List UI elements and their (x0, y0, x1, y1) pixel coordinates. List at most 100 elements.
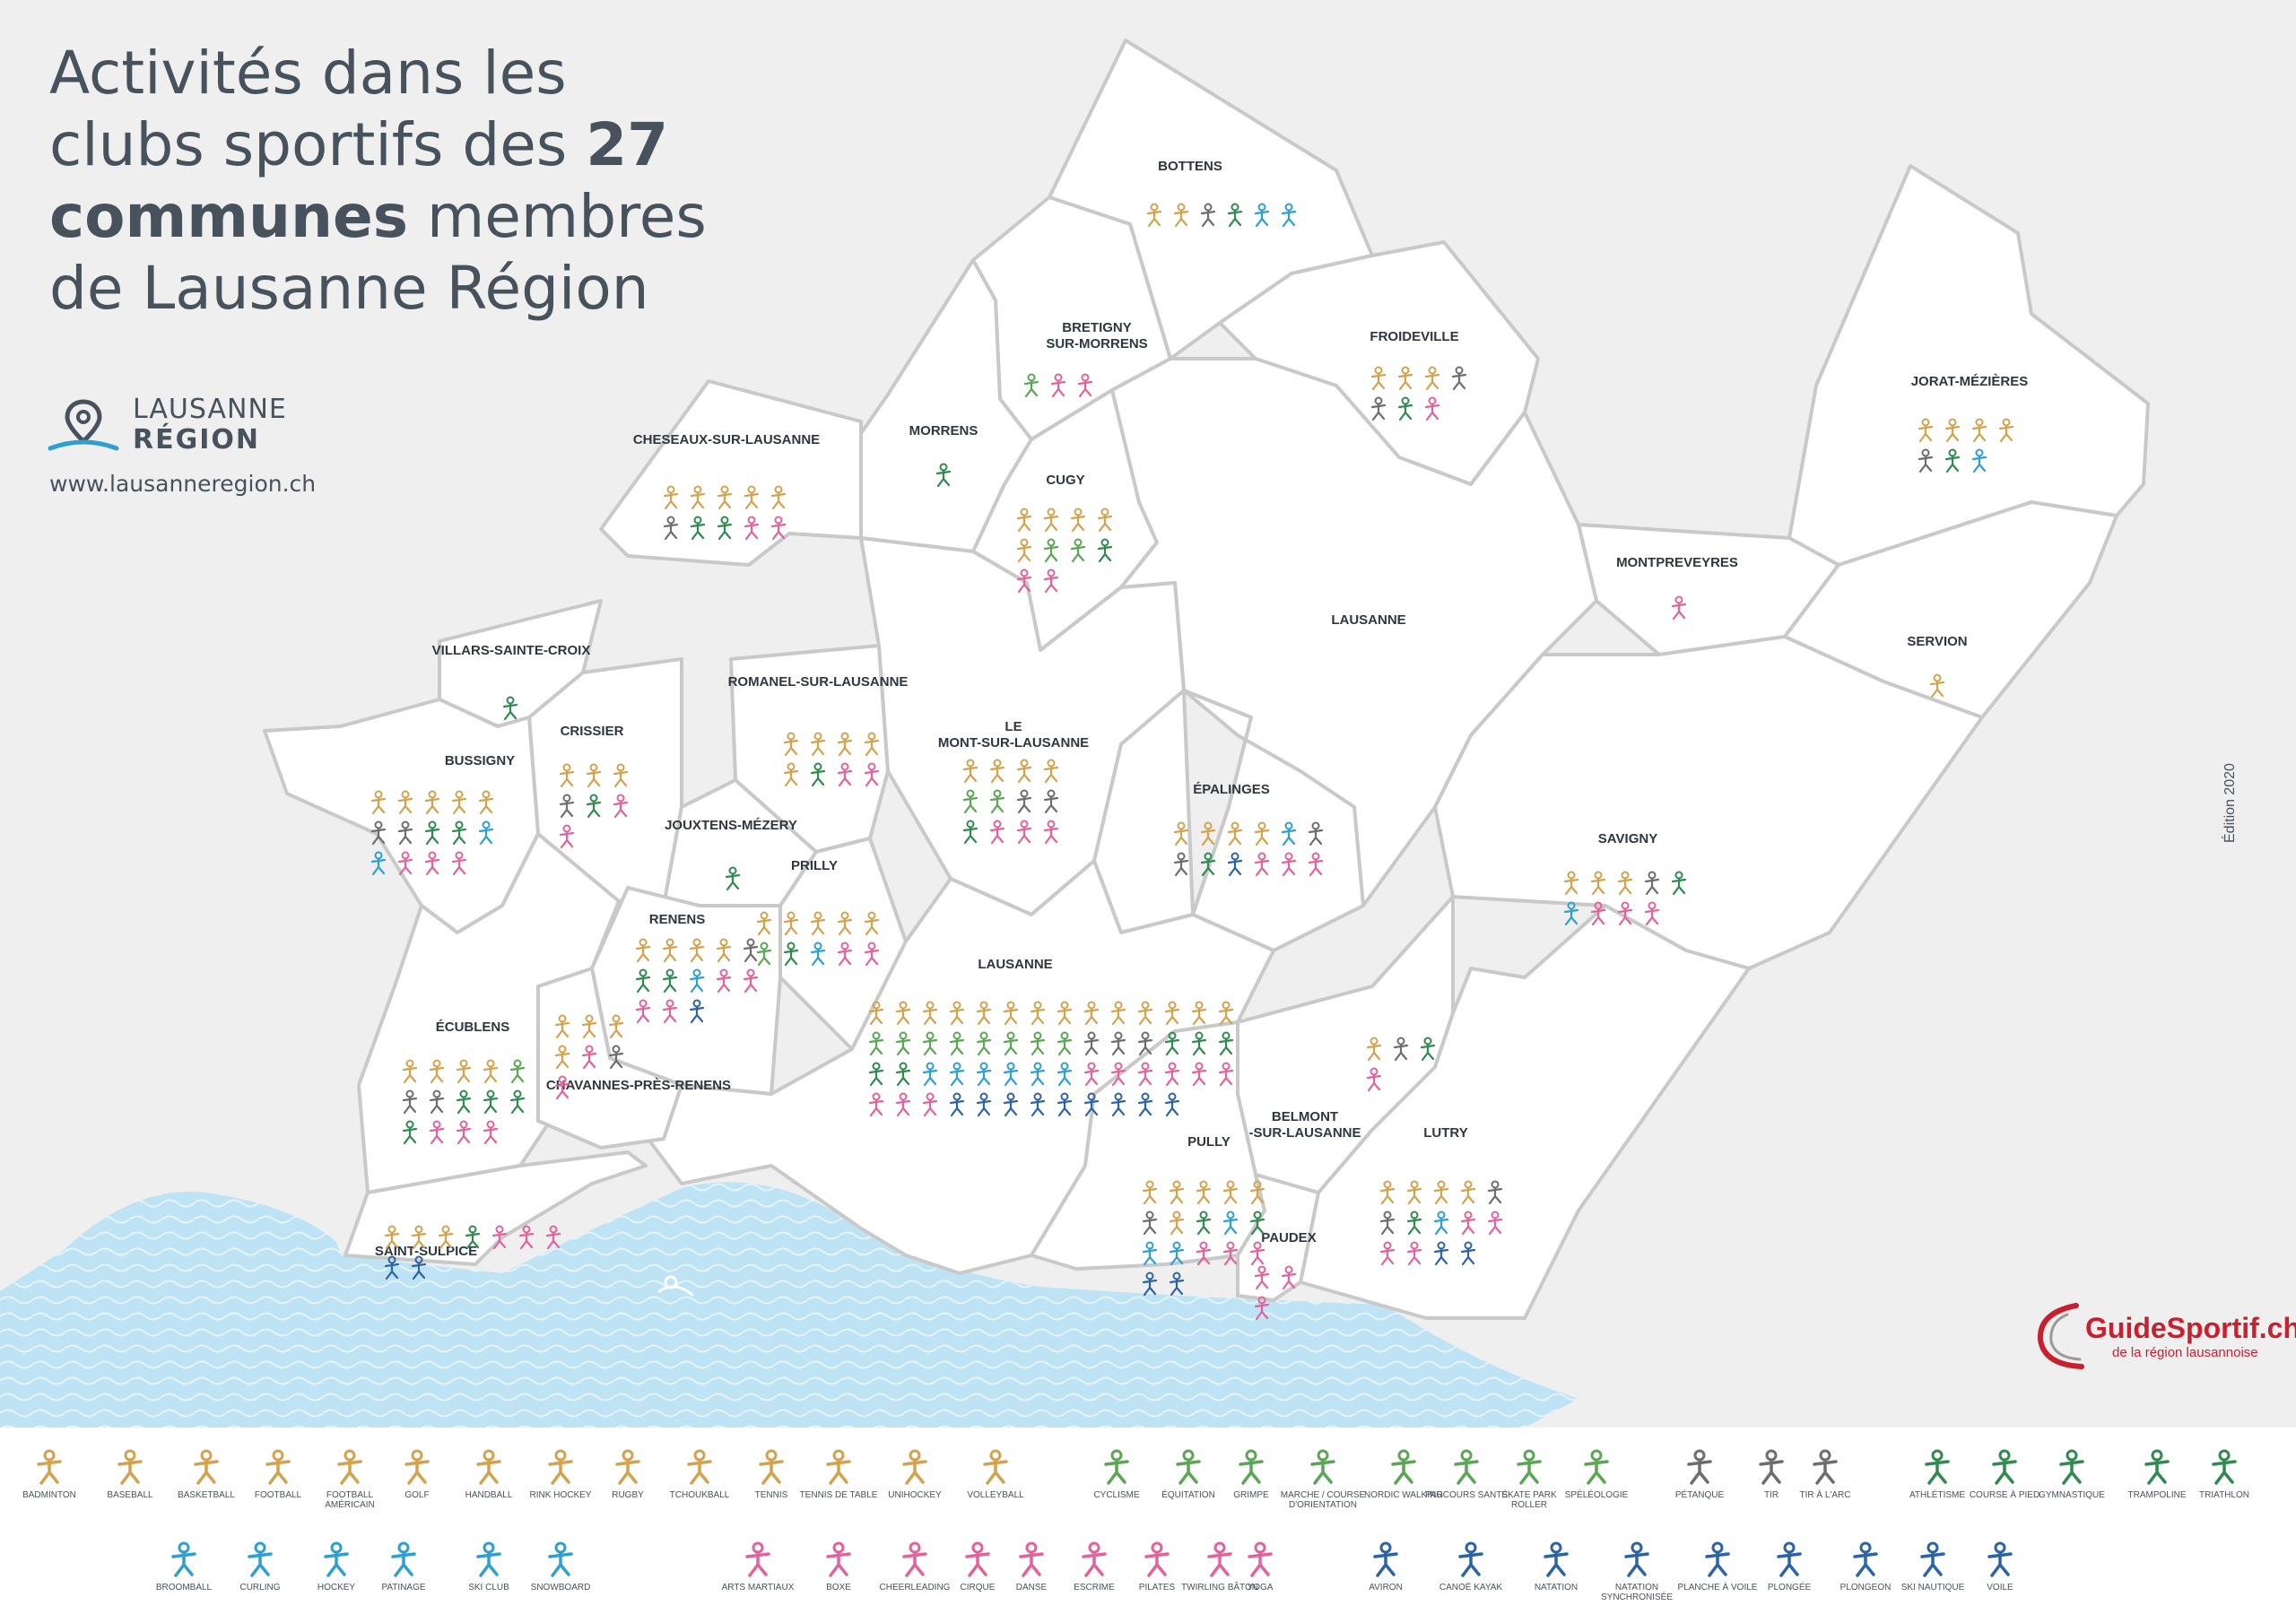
commune-savigny[interactable] (1433, 635, 1984, 970)
tir-icon (429, 1089, 445, 1115)
petanque-icon (402, 1089, 418, 1115)
legend-label: ÉQUITATION (1161, 1490, 1215, 1500)
volleyball-icon (483, 1059, 499, 1084)
gymnastique-icon (935, 463, 952, 488)
golf-icon (1003, 1001, 1019, 1026)
tir-icon (1918, 448, 1934, 473)
rink-hockey-icon (548, 1449, 573, 1485)
legend-label: NATATION (1534, 1583, 1578, 1593)
curling-icon (370, 851, 387, 876)
legend-label: BROOMBALL (155, 1583, 213, 1593)
legend-label: TENNIS (754, 1490, 788, 1500)
commune-jorat-mezieres[interactable] (1787, 164, 2150, 567)
hockey-icon (1281, 821, 1297, 846)
equitation-icon (989, 789, 1005, 814)
cycling-legend-item: CYCLISME (1074, 1447, 1160, 1500)
athletisme-icon (1200, 852, 1216, 877)
water-ski-legend-item: SKI NAUTIQUE (1890, 1540, 1976, 1593)
planche-a-voile-icon (1057, 1092, 1073, 1117)
legend: BADMINTON BASEBALL BASKETBALL FOOTBALL F… (0, 1428, 2296, 1623)
commune-bussigny[interactable] (263, 698, 540, 934)
rugby-icon (837, 732, 853, 757)
broomball-legend-item: BROOMBALL (141, 1540, 227, 1593)
commune-label: CRISSIER (561, 724, 624, 739)
rugby-icon (1249, 1180, 1265, 1205)
unihockey-legend-item: UNIHOCKEY (872, 1447, 958, 1500)
volleyball-icon (1097, 508, 1113, 533)
title-bold-word: communes (49, 182, 409, 251)
volleyball-icon (478, 790, 494, 815)
legend-label: TENNIS DE TABLE (799, 1490, 878, 1500)
snowboard-icon (1281, 203, 1297, 228)
page-title: Activités dans les clubs sportifs des 27… (49, 38, 731, 325)
nordic-walking-icon (976, 1031, 992, 1056)
badminton-icon (1563, 871, 1579, 896)
football-americain-icon (976, 1001, 992, 1026)
petanque-icon (743, 938, 759, 963)
tir-icon (1393, 1037, 1409, 1062)
tir-icon (1379, 1211, 1396, 1236)
plongee-icon (1083, 1092, 1100, 1117)
cyclisme-icon (868, 1031, 884, 1056)
circus-legend-item: CIRQUE (935, 1540, 1021, 1593)
badminton-icon (1918, 418, 1934, 443)
badminton-icon (1370, 366, 1387, 391)
football-icon (1169, 1180, 1185, 1205)
legend-label: BADMINTON (22, 1490, 76, 1500)
gymnastique-icon (725, 866, 741, 891)
commune-label: LAUSANNE (1331, 612, 1405, 628)
handball-icon (438, 1225, 454, 1250)
badminton-icon (1366, 1037, 1382, 1062)
rugby-icon (716, 938, 732, 963)
marche-icon (949, 1031, 965, 1056)
tir-icon (1173, 852, 1189, 877)
rugby-icon (613, 763, 629, 788)
basketball-legend-item: BASKETBALL (163, 1447, 249, 1500)
handball-icon (476, 1449, 501, 1485)
triathlon-icon (895, 1062, 911, 1087)
commune-label: BUSSIGNY (445, 753, 515, 768)
plongeon-icon (1110, 1092, 1126, 1117)
rugby-icon (1424, 366, 1440, 391)
rugby-icon (615, 1449, 640, 1485)
legend-label: ARTS MARTIAUX (721, 1583, 795, 1593)
badminton-icon (1379, 1180, 1396, 1205)
danse-icon (770, 516, 787, 541)
grimpe-icon (1070, 538, 1086, 563)
tennis-icon (759, 1449, 784, 1485)
commune-epalinges[interactable] (1092, 689, 1365, 952)
american-football-legend-item: FOOTBALL AMÉRICAIN (307, 1447, 393, 1510)
rugby-legend-item: RUGBY (585, 1447, 671, 1500)
handball-icon (586, 763, 602, 788)
legend-label: SNOWBOARD (530, 1583, 591, 1593)
petanque-icon (1687, 1449, 1712, 1485)
pilates-icon (1016, 820, 1032, 845)
legend-label: FOOTBALL (254, 1490, 302, 1500)
pilates-icon (868, 1092, 884, 1117)
gymnastique-icon (483, 1089, 499, 1115)
pilates-icon (1043, 568, 1059, 594)
commune-cheseaux[interactable] (599, 379, 863, 567)
broomball-icon (171, 1541, 196, 1577)
triathlon-legend-item: TRIATHLON (2181, 1447, 2267, 1500)
baseball-icon (895, 1001, 911, 1026)
commune-chavannes[interactable] (536, 967, 683, 1150)
yoga-icon (922, 1092, 938, 1117)
orienteering-legend-item: MARCHE / COURSE D'ORIENTATION (1280, 1447, 1366, 1510)
martial-arts-icon (745, 1541, 770, 1577)
running-icon (1992, 1449, 2017, 1485)
dance-legend-item: DANSE (988, 1540, 1074, 1593)
rugby-icon (1083, 1001, 1100, 1026)
handball-icon (1617, 871, 1633, 896)
gymnastique-icon (1397, 396, 1413, 421)
legend-label: PLANCHE À VOILE (1677, 1583, 1758, 1593)
legend-label: HANDBALL (465, 1490, 513, 1500)
commune-label: BRETIGNY SUR-MORRENS (1046, 320, 1147, 352)
title-line-4: de Lausanne Région (49, 254, 649, 323)
triathlon-icon (2212, 1449, 2237, 1485)
lake-waves (0, 1182, 1578, 1428)
volleyball-icon (744, 485, 760, 510)
website-link[interactable]: www.lausanneregion.ch (49, 471, 317, 497)
guidesportif-logo[interactable]: GuideSportif.ch de la région lausannoise (2031, 1300, 2296, 1372)
